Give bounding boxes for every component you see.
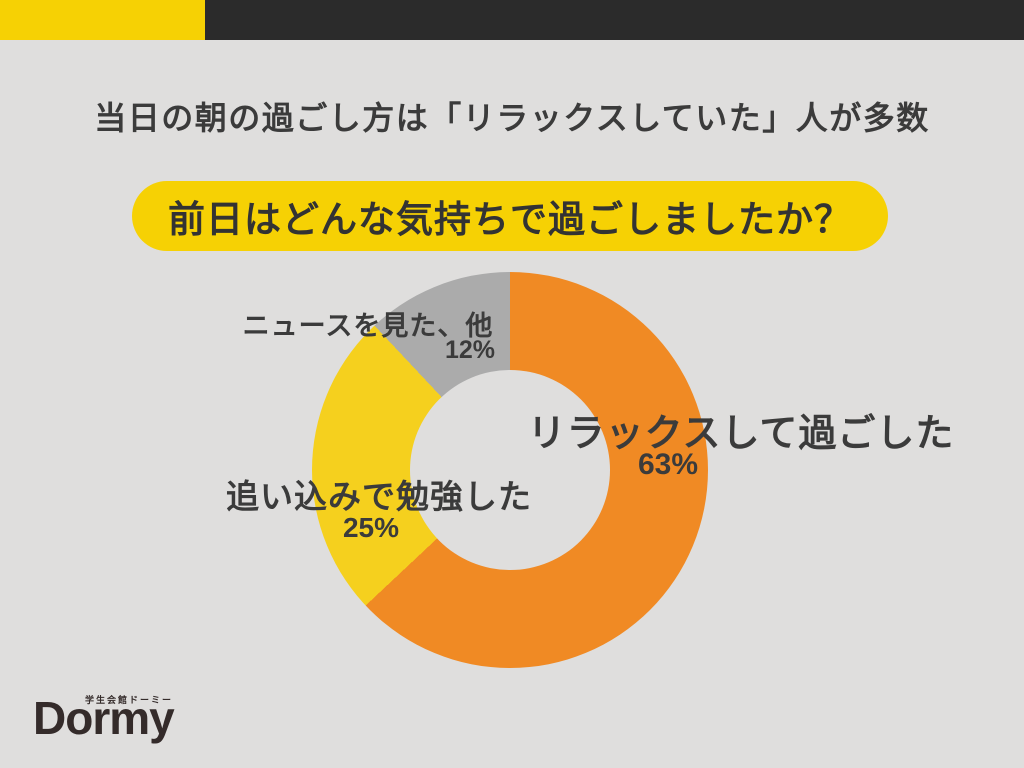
segment-pct-news: 12% (444, 336, 496, 364)
segment-label-relax: リラックスして過ごした (527, 413, 955, 455)
segment-pct-study: 25% (342, 512, 400, 543)
logo-subtitle: 学生会館ドーミー (85, 695, 174, 705)
top-bar-yellow-block (0, 0, 205, 40)
question-badge: 前日はどんな気持ちで過ごしましたか？ (132, 181, 888, 251)
question-badge-label: 前日はどんな気持ちで過ごしましたか？ (168, 199, 852, 240)
segment-label-study: 追い込みで勉強した (226, 478, 532, 515)
donut-chart-hole (410, 370, 610, 570)
logo-wordmark: Dormy (33, 692, 175, 744)
segment-pct-relax: 63% (637, 448, 699, 481)
page-title: 当日の朝の過ごし方は「リラックスしていた」人が多数 (94, 100, 930, 136)
top-bar-black-strip (205, 0, 1024, 40)
segment-label-news: ニュースを見た、他 (242, 311, 494, 341)
